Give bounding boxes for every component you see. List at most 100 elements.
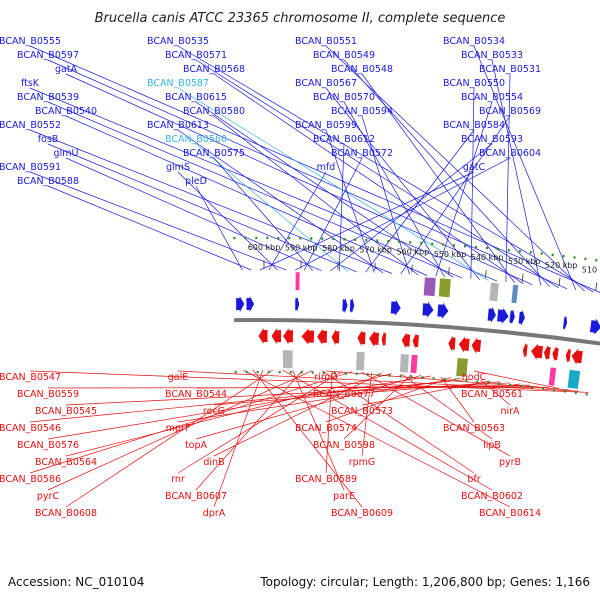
forward-gene-label-13: BCAN_B0587 [147,78,209,89]
reverse-gene-label-7: BCAN_B0561 [461,389,523,400]
forward-gene-label-6: BCAN_B0549 [313,50,375,61]
gene-labels: BCAN_B0555 BCAN_B0535 BCAN_B0551 BCAN_B0534… [0,36,541,519]
tick-label-8: 590 kbp [285,243,318,252]
leader-line-23 [361,371,511,457]
leader-line-28 [47,143,357,273]
reverse-gene-label-20: BCAN_B0564 [35,457,97,468]
tick-mark-2 [521,273,524,282]
reverse-gene-31 [565,347,571,364]
leader-line-20 [65,115,428,276]
reverse-gene-16 [412,333,419,349]
chromosome-backbone [234,318,600,346]
forward-band-18 [438,278,451,298]
leader-line-30 [292,370,345,491]
reverse-band-29 [548,367,557,386]
leader-line-3 [473,370,560,389]
leader-line-14 [325,377,451,423]
reverse-gene-label-11: nirA [500,406,520,417]
tick-label-9: 600 kbp [248,243,281,252]
leader-line-39 [259,171,475,271]
leader-line-30 [338,143,345,272]
backbone-ring [234,318,600,346]
forward-gene-label-25: BCAN_B0613 [147,120,209,131]
forward-gene-label-27: BCAN_B0584 [443,120,505,131]
reverse-gene-label-0: BCAN_B0547 [0,372,61,383]
leader-line-23 [400,115,511,275]
forward-gene-label-39: gatC [463,162,486,173]
leader-line-19 [401,373,493,440]
leader-line-22 [361,115,410,275]
leader-line-18 [343,374,412,440]
reverse-band-20 [456,358,468,377]
forward-gene-5 [295,296,300,313]
forward-gene-label-15: BCAN_B0550 [443,78,505,89]
reverse-gene-label-23: pyrB [499,457,521,468]
leader-line-9 [213,73,524,285]
forward-gene-33 [589,318,600,335]
accession-text: Accession: NC_010104 [8,575,144,589]
forward-gene-label-40: BCAN_B0588 [17,176,79,187]
forward-gene-25 [518,309,525,326]
reverse-gene-label-16: BCAN_B0576 [17,440,79,451]
tick-label-7: 580 kbp [322,244,355,253]
forward-gene-label-11: BCAN_B0531 [479,64,541,75]
tick-label-3: 540 kbp [471,253,504,262]
forward-gene-label-1: BCAN_B0535 [147,36,209,47]
tick-mark-3 [485,270,487,279]
tick-label-5: 560 kbp [397,248,430,257]
reverse-gene-label-17: topA [185,440,208,451]
reverse-gene-label-15: BCAN_B0563 [443,423,505,434]
leader-line-12 [29,87,498,282]
scale-ring-1 [234,370,597,397]
leader-line-20 [65,373,392,457]
forward-gene-label-29: BCAN_B0560 [165,134,227,145]
forward-gene-label-2: BCAN_B0551 [295,36,357,47]
tick-label-6: 570 kbp [359,246,392,255]
reverse-gene-label-12: BCAN_B0546 [0,423,61,434]
reverse-gene-label-10: BCAN_B0573 [331,406,393,417]
leader-line-37 [177,171,278,271]
leader-line-8 [65,73,533,286]
leader-line-4 [47,59,568,290]
leader-line-22 [361,372,373,457]
forward-gene-24 [509,308,515,325]
reverse-gene-26 [522,342,528,359]
tick-label-1: 520 kbp [545,261,578,270]
reverse-gene-label-9: recG [203,406,225,417]
forward-band-24 [511,284,519,304]
kbp-ticks: 510 kbp 520 kbp 530 kbp 540 kbp 550 kbp 560 k… [248,243,600,291]
forward-gene-label-36: BCAN_B0591 [0,162,61,173]
forward-gene-label-12: ftsK [21,78,40,89]
forward-gene-17 [422,301,434,318]
reverse-gene-19 [448,335,456,352]
tick-label-4: 550 kbp [434,250,467,259]
leader-line-41 [195,185,243,271]
feature-tracks [236,272,600,389]
reverse-gene-label-14: BCAN_B0574 [295,423,357,434]
leader-line-5 [195,385,540,389]
forward-gene-label-5: BCAN_B0571 [165,50,227,61]
forward-gene-14 [390,299,401,316]
leader-line-19 [435,101,493,277]
forward-gene-10 [349,297,355,314]
forward-gene-label-22: BCAN_B0594 [331,106,393,117]
reverse-gene-label-2: rimO [314,372,337,383]
reverse-gene-3 [271,328,282,345]
scale-rings [233,236,600,397]
reverse-gene-label-34: BCAN_B0609 [331,508,393,519]
reverse-band-15 [399,354,409,373]
leader-line-35 [295,157,511,271]
leader-line-11 [480,379,511,406]
reverse-gene-2 [258,328,268,344]
forward-gene-label-14: BCAN_B0567 [295,78,357,89]
forward-gene-18 [437,302,449,319]
reverse-gene-label-32: BCAN_B0608 [35,508,97,519]
reverse-gene-label-19: lipB [483,440,501,451]
leader-line-21 [213,115,419,276]
forward-gene-label-16: BCAN_B0539 [17,92,79,103]
forward-gene-label-28: fosB [38,134,59,145]
reverse-gene-label-30: parE [333,491,355,502]
reverse-gene-label-26: BCAN_B0589 [295,474,357,485]
leader-line-32 [65,369,273,508]
forward-gene-label-37: glmS [166,162,190,173]
